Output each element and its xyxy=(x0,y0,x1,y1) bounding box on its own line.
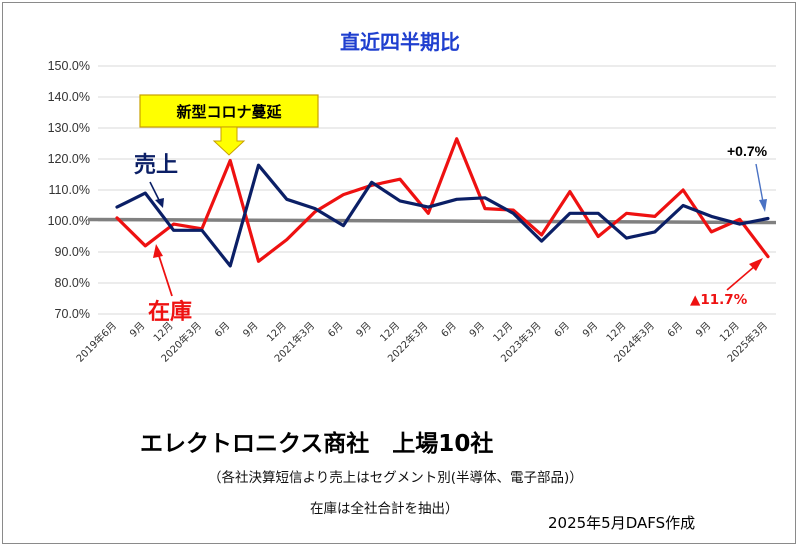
inventory-last-arrow-icon xyxy=(749,258,763,271)
x-tick-label: 12月 xyxy=(491,320,516,345)
sales-last-change: +0.7% xyxy=(727,143,768,159)
covid-callout-box xyxy=(139,94,319,128)
inventory-last-pointer xyxy=(726,265,756,291)
sales-label-pointer xyxy=(149,181,161,203)
x-tick-label: 9月 xyxy=(127,320,147,340)
y-tick-label: 150.0% xyxy=(48,59,90,73)
y-tick-label: 120.0% xyxy=(48,152,90,166)
sales-arrow-icon xyxy=(155,198,164,208)
x-tick-label: 6月 xyxy=(325,320,345,340)
y-axis-ticks: 70.0% 80.0% 90.0% 100.0% 110.0% 120.0% 130.0% 1… xyxy=(48,59,90,321)
inventory-last-change: ▲11.7% xyxy=(690,292,748,308)
x-tick-label: 12月 xyxy=(264,320,289,345)
sales-last-pointer xyxy=(755,163,764,203)
inventory-label-pointer xyxy=(158,255,173,297)
y-tick-label: 80.0% xyxy=(55,276,90,290)
x-tick-label: 9月 xyxy=(467,320,487,340)
covid-callout-text: 新型コロナ蔓延 xyxy=(176,103,282,121)
y-tick-label: 140.0% xyxy=(48,90,90,104)
y-tick-label: 70.0% xyxy=(55,307,90,321)
x-tick-label: 6月 xyxy=(439,320,459,340)
x-tick-label: 12月 xyxy=(378,320,403,345)
x-tick-label: 9月 xyxy=(241,320,261,340)
y-tick-label: 100.0% xyxy=(48,214,90,228)
source-note-line-1: （各社決算短信より売上はセグメント別(半導体、電子部品)） xyxy=(208,470,583,486)
covid-arrow-icon xyxy=(212,126,246,156)
main-caption: エレクトロニクス商社 上場10社 xyxy=(140,431,494,457)
x-tick-label: 9月 xyxy=(693,320,713,340)
x-tick-label: 9月 xyxy=(580,320,600,340)
x-tick-label: 12月 xyxy=(717,320,742,345)
source-note-line-2: 在庫は全社合計を抽出） xyxy=(310,501,459,517)
inventory-arrow-icon xyxy=(153,244,163,258)
chart-title: 直近四半期比 xyxy=(340,30,460,54)
x-tick-label: 12月 xyxy=(604,320,629,345)
sales-label: 売上 xyxy=(134,152,178,178)
x-tick-label: 6月 xyxy=(212,320,232,340)
y-tick-label: 90.0% xyxy=(55,245,90,259)
x-tick-label: 2019年6月 xyxy=(73,319,119,365)
credit-text: 2025年5月DAFS作成 xyxy=(548,514,696,532)
x-tick-label: 6月 xyxy=(665,320,685,340)
inventory-label: 在庫 xyxy=(148,299,192,325)
y-tick-label: 130.0% xyxy=(48,121,90,135)
x-tick-label: 6月 xyxy=(552,320,572,340)
y-tick-label: 110.0% xyxy=(49,183,90,197)
sales-last-arrow-icon xyxy=(759,199,767,212)
x-tick-label: 9月 xyxy=(354,320,374,340)
inventory-series-line xyxy=(115,137,770,263)
series-lines xyxy=(87,137,777,268)
reference-line-100 xyxy=(87,217,777,225)
sales-series-line xyxy=(115,163,770,268)
